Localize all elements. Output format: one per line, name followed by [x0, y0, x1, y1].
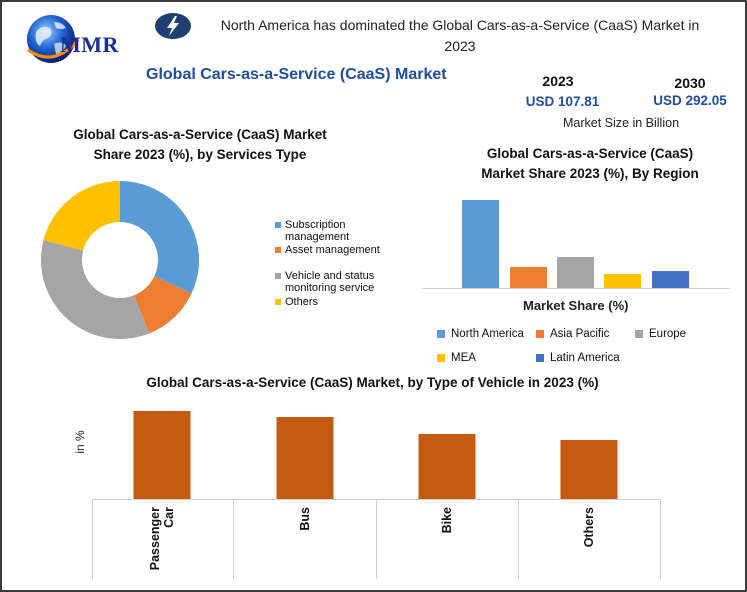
- legend-swatch: [275, 222, 281, 229]
- vehicle-tick-label: Passenger: [148, 507, 162, 570]
- region-legend-item: Europe: [635, 328, 686, 340]
- globe-icon: [24, 10, 82, 68]
- vehicle-tick-label: Bus: [298, 507, 312, 531]
- legend-swatch: [275, 273, 281, 280]
- vehicle-bar: [418, 434, 476, 499]
- donut-legend-item: Vehicle and status monitoring service: [275, 270, 405, 294]
- donut-chart-title: Global Cars-as-a-Service (CaaS) Market S…: [40, 125, 360, 165]
- region-bar: [652, 271, 689, 288]
- donut-slice: [133, 276, 192, 334]
- region-xlabel: Market Share (%): [523, 298, 629, 313]
- donut-slice: [120, 181, 199, 294]
- vehicle-bar: [133, 411, 191, 499]
- legend-swatch: [437, 329, 445, 338]
- region-bar: [510, 267, 547, 288]
- legend-swatch: [635, 329, 643, 338]
- value-2030: USD 292.05: [653, 93, 727, 108]
- donut-title-line-1: Global Cars-as-a-Service (CaaS) Market: [73, 127, 327, 142]
- main-title: Global Cars-as-a-Service (CaaS) Market: [146, 66, 447, 83]
- year-2023: 2023: [542, 73, 574, 89]
- region-legend-item: MEA: [437, 352, 476, 364]
- legend-swatch: [275, 247, 281, 254]
- region-legend-item: Latin America: [536, 352, 620, 364]
- headline: North America has dominated the Global C…: [220, 17, 700, 54]
- year-2030: 2030: [674, 75, 706, 91]
- legend-swatch: [437, 353, 445, 362]
- region-bar: [604, 274, 641, 288]
- region-legend-item: Asia Pacific: [536, 328, 609, 340]
- vehicle-tick-label: Others: [582, 507, 596, 547]
- vehicle-bar: [560, 440, 618, 499]
- legend-swatch: [275, 299, 281, 306]
- vehicle-chart-title: Global Cars-as-a-Service (CaaS) Market, …: [146, 375, 599, 390]
- value-2023: USD 107.81: [525, 94, 600, 109]
- vehicle-tick-label: Car: [162, 507, 176, 528]
- region-legend-item: North America: [437, 328, 524, 340]
- vehicle-bar-chart: in % Passenger Car Bus Bike Others: [73, 411, 661, 579]
- region-chart-title: Global Cars-as-a-Service (CaaS) Market S…: [440, 144, 740, 184]
- donut-legend-item: Asset management: [275, 244, 405, 256]
- donut-title-line-2: Share 2023 (%), by Services Type: [93, 147, 307, 162]
- legend-swatch: [536, 329, 544, 338]
- region-title-line-2: Market Share 2023 (%), By Region: [481, 166, 699, 181]
- legend-swatch: [536, 353, 544, 362]
- donut-slice: [43, 181, 120, 251]
- vehicle-bar: [276, 417, 334, 499]
- vehicle-tick-label: Bike: [440, 507, 454, 533]
- logo-text: MMR: [60, 32, 119, 57]
- donut-legend-item: Subscription management: [275, 219, 405, 243]
- donut-legend-item: Others: [275, 296, 405, 308]
- region-title-line-1: Global Cars-as-a-Service (CaaS): [486, 146, 694, 161]
- donut-chart: [40, 181, 199, 339]
- region-bar: [557, 257, 594, 288]
- lightning-bolt-icon: [155, 12, 191, 40]
- market-size-label: Market Size in Billion: [563, 116, 680, 130]
- region-bar-chart: [422, 200, 730, 289]
- vehicle-ylabel: in %: [73, 430, 87, 454]
- donut-slice: [40, 240, 150, 339]
- region-bar: [462, 200, 499, 288]
